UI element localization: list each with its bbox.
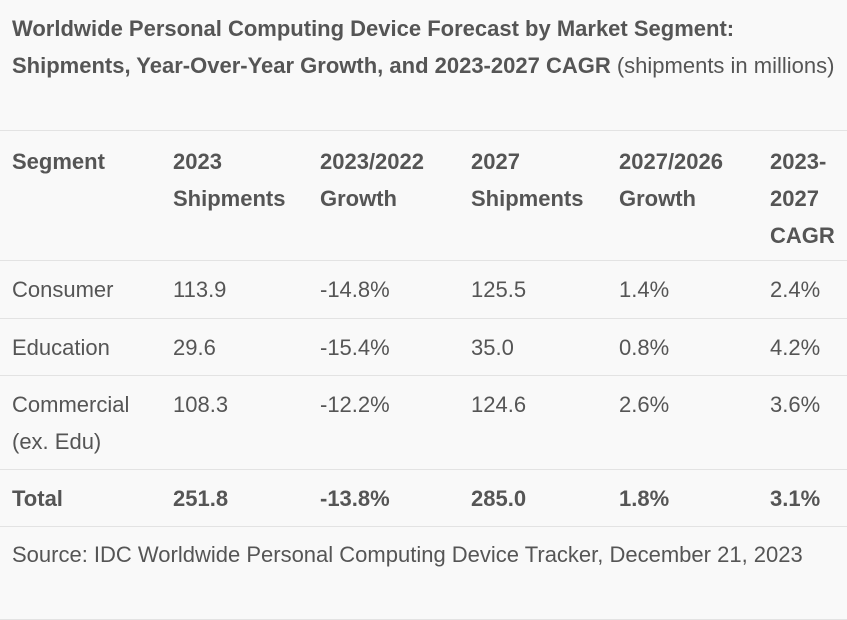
table-row: Education 29.6 -15.4% 35.0 0.8% 4.2%: [0, 317, 847, 375]
cell-2027-shipments: 35.0: [459, 317, 607, 375]
cell-2023-shipments: 113.9: [161, 259, 308, 318]
header-2023-shipments: 2023 Shipments: [173, 149, 286, 211]
cell-2023-growth: -15.4%: [308, 317, 459, 375]
cell-cagr: 3.6%: [758, 374, 847, 469]
table-caption: Worldwide Personal Computing Device Fore…: [0, 0, 847, 131]
header-row: Segment 2023 Shipments 2023/2022 Growth …: [0, 131, 847, 260]
header-2027-shipments: 2027 Shipments: [471, 149, 584, 211]
cell-2027-growth: 0.8%: [607, 317, 758, 375]
total-2023-growth: -13.8%: [308, 468, 459, 526]
header-cagr: 2023-2027 CAGR: [770, 149, 835, 248]
caption-title: Worldwide Personal Computing Device Fore…: [12, 16, 735, 78]
total-2027-growth: 1.8%: [607, 468, 758, 526]
header-segment: Segment: [12, 149, 105, 174]
cell-segment: Education: [0, 317, 161, 375]
cell-2027-shipments: 124.6: [459, 374, 607, 469]
total-2027-shipments: 285.0: [459, 468, 607, 526]
header-2027-growth: 2027/2026 Growth: [619, 149, 723, 211]
cell-cagr: 2.4%: [758, 259, 847, 318]
cell-2023-growth: -14.8%: [308, 259, 459, 318]
total-2023-shipments: 251.8: [161, 468, 308, 526]
table-row: Commercial (ex. Edu) 108.3 -12.2% 124.6 …: [0, 374, 847, 469]
cell-2023-shipments: 29.6: [161, 317, 308, 375]
cell-2027-shipments: 125.5: [459, 259, 607, 318]
cell-2023-growth: -12.2%: [308, 374, 459, 469]
forecast-table: Segment 2023 Shipments 2023/2022 Growth …: [0, 131, 847, 526]
cell-cagr: 4.2%: [758, 317, 847, 375]
cell-2027-growth: 1.4%: [607, 259, 758, 318]
cell-2023-shipments: 108.3: [161, 374, 308, 469]
source-note: Source: IDC Worldwide Personal Computing…: [0, 526, 847, 620]
total-row: Total 251.8 -13.8% 285.0 1.8% 3.1%: [0, 468, 847, 526]
cell-segment: Consumer: [0, 259, 161, 318]
total-cagr: 3.1%: [758, 468, 847, 526]
caption-unit-note: (shipments in millions): [610, 53, 835, 78]
table-row: Consumer 113.9 -14.8% 125.5 1.4% 2.4%: [0, 259, 847, 318]
cell-2027-growth: 2.6%: [607, 374, 758, 469]
header-2023-growth: 2023/2022 Growth: [320, 149, 424, 211]
cell-segment: Commercial (ex. Edu): [0, 374, 161, 469]
total-label: Total: [0, 468, 161, 526]
